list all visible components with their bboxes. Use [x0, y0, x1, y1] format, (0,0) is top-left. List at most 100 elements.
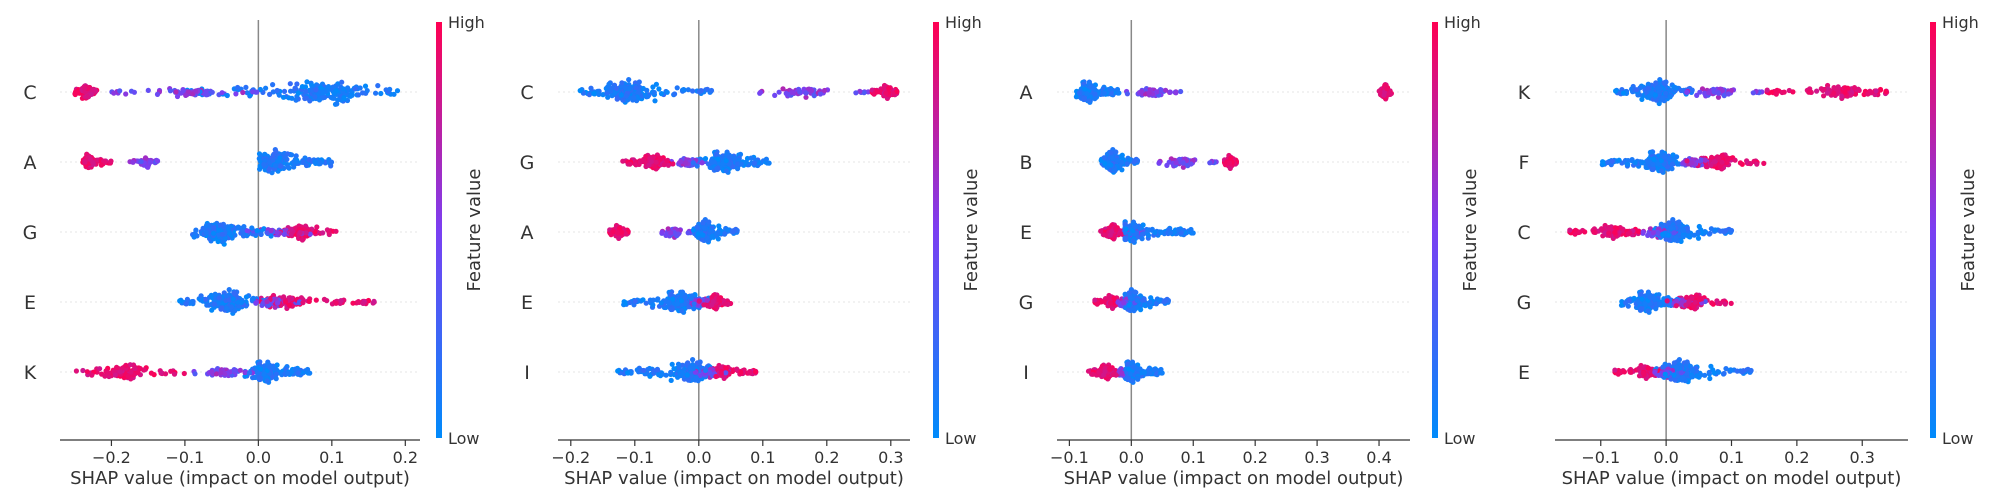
shap-point [218, 370, 224, 376]
shap-point [609, 85, 615, 91]
shap-point [743, 159, 749, 165]
shap-point [886, 85, 892, 91]
shap-point [294, 81, 300, 87]
shap-point [333, 228, 339, 234]
shap-point [1207, 160, 1213, 166]
shap-point [183, 92, 189, 98]
shap-point [316, 97, 323, 103]
shap-point [350, 300, 356, 306]
shap-point [193, 88, 199, 94]
shap-point [209, 307, 215, 313]
shap-point [303, 88, 309, 94]
shap-point [1158, 229, 1164, 236]
shap-point [632, 298, 638, 304]
shap-point [246, 370, 253, 376]
shap-point [699, 160, 705, 166]
shap-point [727, 154, 733, 160]
shap-point [1108, 162, 1114, 168]
shap-point [222, 235, 228, 241]
shap-point [292, 85, 298, 91]
shap-point [1228, 155, 1234, 161]
shap-point [640, 297, 646, 303]
shap-point [719, 161, 726, 167]
shap-point [678, 159, 684, 165]
shap-point [623, 93, 629, 99]
x-axis-label: SHAP value (impact on model output) [70, 468, 410, 489]
shap-point [1101, 155, 1107, 161]
shap-point [261, 371, 267, 377]
shap-point [612, 90, 618, 96]
shap-point [690, 88, 696, 94]
shap-point [1139, 89, 1145, 95]
shap-point [180, 87, 186, 93]
shap-point [192, 371, 198, 377]
colorbar-title: Feature value [464, 169, 485, 292]
shap-point [219, 90, 225, 96]
shap-point [300, 159, 306, 165]
shap-point [273, 148, 279, 155]
shap-point [275, 158, 281, 164]
shap-point [299, 84, 305, 90]
shap-point [723, 370, 729, 376]
x-tick-label: 0.2 [814, 448, 839, 467]
x-tick-label: −0.2 [551, 448, 590, 467]
shap-point [340, 86, 346, 92]
shap-point [362, 83, 369, 89]
shap-point [776, 89, 782, 95]
feature-label: C [520, 82, 533, 104]
shap-point [694, 224, 700, 230]
shap-point [224, 92, 230, 99]
shap-point [615, 368, 621, 374]
shap-point [227, 230, 233, 237]
shap-point [148, 370, 154, 376]
shap-point [783, 90, 789, 96]
shap-point [276, 92, 282, 98]
shap-point [644, 87, 650, 93]
shap-point [291, 164, 297, 170]
shap-point [1146, 90, 1152, 96]
shap-point [241, 224, 247, 230]
shap-point [215, 238, 221, 245]
shap-point [272, 163, 278, 169]
shap-point [236, 225, 242, 231]
shap-point [314, 224, 320, 230]
shap-point [663, 372, 669, 378]
shap-point [605, 84, 611, 90]
shap-point [723, 365, 729, 371]
shap-point [641, 367, 647, 374]
shap-point [709, 233, 716, 239]
shap-point [312, 159, 318, 165]
shap-point [219, 231, 225, 237]
shap-point [138, 159, 144, 165]
shap-point [320, 230, 326, 236]
shap-point [145, 87, 151, 93]
shap-point [258, 231, 264, 237]
shap-point [691, 301, 697, 307]
shap-point [1386, 91, 1392, 97]
shap-point [874, 89, 881, 95]
shap-point [325, 84, 332, 90]
shap-point [345, 85, 351, 91]
shap-point [723, 168, 729, 174]
shap-point [1101, 90, 1107, 96]
shap-point [708, 87, 715, 94]
shap-point [715, 229, 721, 235]
shap-point [685, 230, 691, 236]
shap-point [82, 159, 89, 165]
shap-point [1173, 90, 1179, 96]
shap-point [268, 227, 274, 234]
shap-point [853, 90, 859, 96]
shap-point [97, 366, 103, 372]
shap-point [1081, 96, 1087, 102]
shap-point [240, 228, 246, 234]
shap-point [1376, 88, 1382, 94]
shap-point [1137, 225, 1143, 231]
shap-point [883, 90, 889, 96]
shap-point [183, 301, 189, 307]
shap-point [280, 94, 287, 100]
shap-point [282, 154, 288, 160]
shap-point [355, 92, 361, 98]
shap-point [273, 376, 279, 382]
shap-point [84, 369, 90, 375]
